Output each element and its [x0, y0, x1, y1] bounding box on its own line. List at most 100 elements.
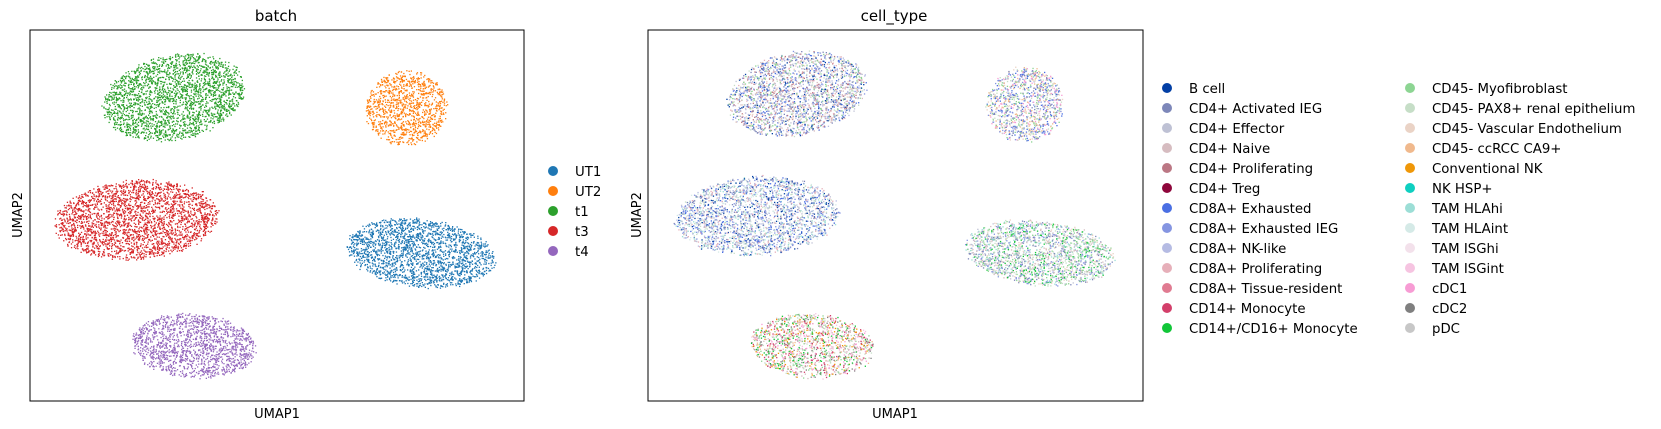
- scatter-point: [175, 130, 177, 132]
- scatter-point: [404, 129, 406, 132]
- scatter-point: [132, 87, 134, 89]
- scatter-point: [411, 110, 413, 112]
- scatter-point: [149, 79, 151, 81]
- scatter-point: [406, 131, 408, 133]
- scatter-point: [204, 80, 207, 82]
- scatter-point: [106, 111, 108, 113]
- scatter-point: [147, 197, 149, 200]
- scatter-point: [86, 205, 89, 207]
- scatter-point: [408, 108, 411, 111]
- scatter-point: [172, 77, 174, 79]
- scatter-point: [393, 135, 395, 137]
- scatter-point: [174, 68, 176, 71]
- scatter-point: [172, 80, 174, 82]
- scatter-point: [144, 207, 147, 209]
- scatter-point: [171, 62, 173, 64]
- scatter-point: [382, 130, 385, 132]
- scatter-point: [160, 122, 162, 125]
- scatter-point: [216, 81, 218, 83]
- scatter-point: [154, 247, 156, 250]
- scatter-point: [143, 118, 145, 120]
- scatter-point: [414, 125, 416, 127]
- scatter-point: [137, 214, 139, 216]
- scatter-point: [118, 93, 120, 95]
- scatter-point: [66, 211, 68, 213]
- scatter-point: [424, 104, 426, 106]
- scatter-point: [114, 241, 116, 243]
- scatter-point: [223, 81, 225, 83]
- scatter-point: [379, 84, 382, 86]
- scatter-point: [159, 70, 161, 72]
- scatter-point: [129, 88, 131, 90]
- scatter-point: [185, 228, 187, 230]
- scatter-point: [371, 108, 373, 110]
- scatter-point: [153, 196, 155, 199]
- scatter-point: [393, 129, 395, 131]
- scatter-point: [372, 126, 374, 128]
- scatter-point: [432, 93, 434, 96]
- scatter-point: [180, 221, 182, 223]
- scatter-point: [175, 195, 177, 198]
- scatter-point: [68, 229, 70, 231]
- scatter-point: [375, 115, 377, 117]
- scatter-point: [193, 93, 196, 95]
- scatter-point: [85, 250, 87, 252]
- scatter-point: [188, 124, 191, 126]
- scatter-point: [202, 82, 205, 85]
- scatter-point: [131, 245, 133, 247]
- scatter-point: [153, 107, 155, 109]
- scatter-point: [229, 106, 231, 108]
- scatter-point: [188, 194, 190, 197]
- scatter-point: [370, 112, 372, 115]
- scatter-point: [158, 139, 160, 141]
- scatter-point: [113, 91, 115, 93]
- scatter-point: [220, 113, 223, 115]
- scatter-point: [380, 90, 383, 92]
- scatter-point: [425, 104, 427, 107]
- scatter-point: [134, 228, 136, 231]
- scatter-point: [104, 234, 106, 236]
- scatter-point: [119, 243, 121, 245]
- scatter-point: [118, 110, 121, 112]
- scatter-point: [222, 120, 225, 122]
- scatter-point: [385, 77, 387, 79]
- scatter-point: [197, 53, 199, 55]
- scatter-point: [104, 101, 106, 103]
- scatter-point: [165, 203, 167, 205]
- scatter-point: [204, 212, 206, 214]
- scatter-point: [180, 120, 182, 122]
- scatter-point: [403, 106, 406, 108]
- scatter-point: [152, 228, 154, 230]
- scatter-point: [107, 224, 109, 226]
- scatter-point: [197, 129, 199, 131]
- scatter-point: [191, 98, 193, 100]
- scatter-point: [132, 208, 134, 210]
- scatter-point: [124, 212, 126, 214]
- scatter-point: [119, 229, 121, 232]
- scatter-point: [219, 100, 222, 102]
- scatter-point: [401, 111, 404, 113]
- scatter-point: [195, 84, 197, 87]
- scatter-point: [177, 245, 179, 248]
- scatter-point: [147, 106, 149, 108]
- scatter-point: [130, 234, 133, 236]
- scatter-point: [189, 104, 191, 107]
- scatter-point: [172, 185, 175, 187]
- scatter-point: [115, 102, 117, 104]
- scatter-point: [400, 137, 403, 139]
- scatter-point: [198, 125, 200, 127]
- scatter-point: [208, 110, 210, 112]
- scatter-point: [440, 111, 443, 113]
- scatter-point: [373, 124, 375, 126]
- scatter-point: [141, 256, 143, 258]
- scatter-point: [380, 78, 383, 81]
- scatter-point: [138, 71, 140, 73]
- scatter-point: [199, 55, 201, 57]
- scatter-point: [209, 82, 211, 84]
- scatter-point: [152, 73, 154, 75]
- scatter-point: [396, 119, 399, 121]
- scatter-point: [187, 76, 189, 78]
- scatter-point: [208, 96, 211, 98]
- scatter-point: [186, 88, 189, 90]
- scatter-point: [154, 82, 157, 84]
